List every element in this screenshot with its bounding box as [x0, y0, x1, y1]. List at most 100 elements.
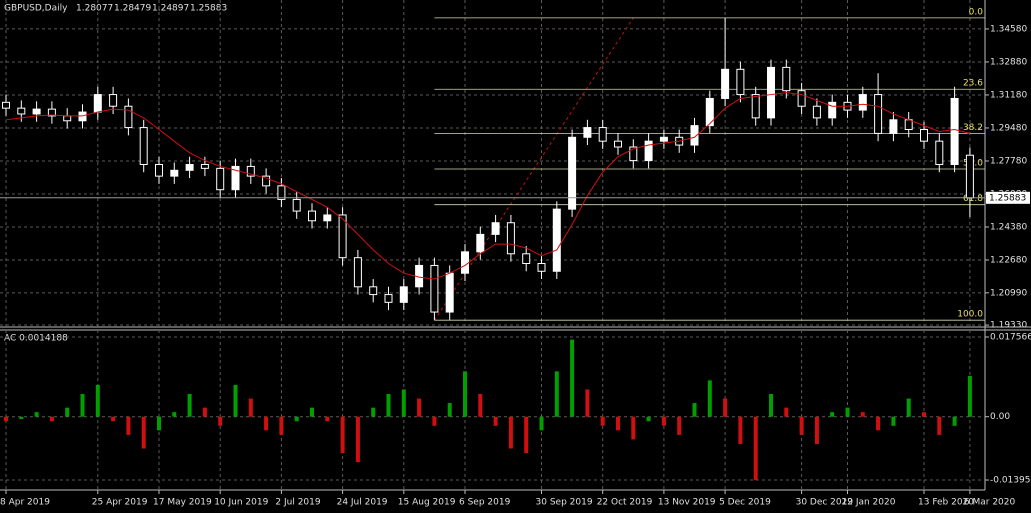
ac-bar	[95, 384, 100, 417]
ac-bar	[906, 398, 911, 417]
fibo-level-label: 61.8	[963, 194, 983, 204]
candle-body	[598, 127, 607, 142]
candle-body	[155, 163, 163, 177]
moving-average	[5, 92, 971, 280]
ac-bar	[126, 416, 131, 435]
ac-bar	[616, 416, 620, 431]
ac-bar	[631, 416, 636, 440]
y-tick-label: 1.34580	[990, 24, 1027, 34]
ac-bar	[432, 416, 437, 426]
ac-bar	[845, 407, 850, 417]
candle-body	[277, 185, 286, 200]
ac-bar	[922, 412, 926, 417]
candle-body	[32, 108, 41, 115]
fibo-level-label: 23.6	[963, 79, 983, 89]
candle-body	[537, 263, 546, 272]
candle-body	[965, 154, 974, 199]
x-tick-label: 8 Apr 2019	[0, 498, 50, 508]
ac-bar	[876, 416, 881, 431]
candle-body	[109, 94, 118, 107]
fibo-level-label: 100.0	[957, 310, 983, 320]
ac-bar	[707, 380, 712, 417]
candle-body	[461, 251, 469, 274]
ac-bar	[233, 384, 238, 417]
indicator-title: AC 0.0014188	[4, 334, 68, 344]
y-tick-label: 0.00	[990, 412, 1010, 422]
x-tick-label: 5 Dec 2019	[719, 498, 771, 508]
y-tick-label: 1.22680	[990, 256, 1027, 266]
x-tick-label: 10 Jun 2019	[214, 498, 268, 508]
candle-body	[751, 94, 760, 119]
ac-bar	[386, 394, 391, 417]
ac-bar	[784, 407, 789, 417]
candle-body	[246, 165, 255, 177]
candle-body	[47, 108, 56, 117]
x-tick-label: 6 Sep 2019	[459, 498, 511, 508]
candle-body	[262, 175, 271, 187]
candle-body	[506, 222, 515, 255]
candle-body	[705, 97, 714, 127]
ac-bar	[4, 416, 8, 422]
ac-bar	[554, 371, 559, 417]
candle-body	[445, 272, 454, 313]
candle-body	[93, 94, 102, 113]
candle-body	[200, 163, 209, 169]
candle-body	[721, 68, 730, 99]
candle-body	[552, 208, 561, 272]
bid-label: 1.25883	[989, 193, 1026, 203]
ac-bar	[661, 416, 666, 426]
ac-bar	[371, 407, 376, 417]
ac-bar	[340, 416, 345, 454]
candle-body	[629, 146, 638, 162]
ac-bar	[753, 416, 758, 481]
y-tick-label: 0.017566	[990, 333, 1031, 343]
candle-body	[2, 101, 10, 109]
ac-bar	[80, 394, 85, 417]
candle-body	[614, 140, 622, 148]
ac-bar	[218, 416, 223, 426]
y-tick-label: 1.24380	[990, 222, 1027, 232]
ac-bar	[585, 389, 590, 417]
ac-bar	[952, 416, 957, 426]
candle-body	[384, 294, 393, 303]
candle-body	[522, 253, 531, 265]
ac-bar	[524, 416, 529, 454]
candle-body	[63, 115, 72, 122]
candle-body	[782, 66, 791, 92]
y-tick-label: 1.32880	[990, 57, 1027, 67]
ac-bar	[570, 339, 575, 417]
candle-body	[659, 136, 668, 142]
ac-bar	[677, 416, 682, 435]
candle-body	[583, 127, 592, 138]
ac-bar	[799, 416, 804, 435]
x-tick-label: 15 Aug 2019	[398, 498, 456, 508]
ohlc-low: 1.24897	[152, 4, 189, 14]
x-tick-label: 25 Apr 2019	[92, 498, 148, 508]
x-tick-label: 13 Nov 2019	[658, 498, 716, 508]
ac-bar	[325, 416, 330, 422]
candle-body	[369, 286, 378, 296]
candle-body	[139, 127, 148, 165]
candle-body	[124, 105, 133, 129]
candle-body	[644, 140, 653, 162]
fibo-level-label: 38.2	[963, 123, 983, 133]
x-tick-label: 30 Dec 2019	[796, 498, 854, 508]
ac-bar	[937, 416, 942, 435]
candle-body	[231, 165, 240, 191]
candle-body	[797, 90, 806, 107]
ac-bar	[202, 407, 207, 417]
ac-bar	[830, 412, 835, 417]
y-tick-label: 1.29480	[990, 123, 1027, 133]
y-tick-label: 1.31180	[990, 90, 1027, 100]
ac-bar	[248, 398, 253, 417]
candle-body	[430, 264, 439, 313]
ac-bar	[294, 416, 299, 422]
candle-body	[216, 167, 225, 191]
ohlc-high: 1.28479	[114, 4, 151, 14]
candle-body	[308, 210, 316, 222]
candle-body	[858, 94, 867, 111]
y-tick-label: 1.19330	[990, 321, 1027, 331]
x-tick-label: 30 Sep 2019	[536, 498, 593, 508]
candle-body	[338, 214, 347, 259]
